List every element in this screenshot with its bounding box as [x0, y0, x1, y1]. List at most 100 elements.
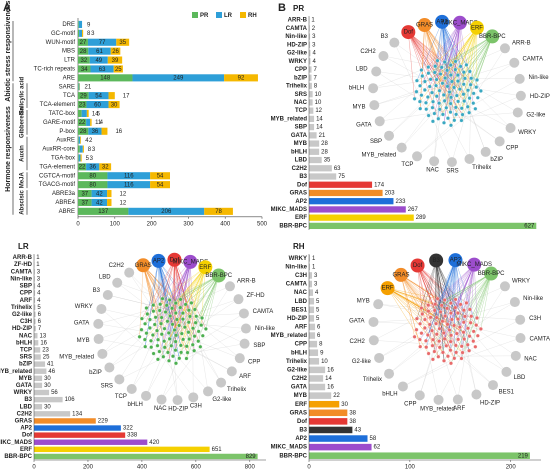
bar-label: G2-like — [287, 367, 308, 373]
edge — [464, 316, 521, 320]
edge — [408, 31, 440, 91]
value-label: 22 — [79, 120, 86, 126]
target-node — [151, 351, 156, 356]
tf-node — [509, 297, 520, 308]
tf-node-label: GATA — [356, 123, 371, 129]
tf-node-label: WRKY — [512, 278, 530, 284]
target-node — [434, 83, 438, 88]
target-node — [441, 93, 446, 97]
bar-segment — [87, 38, 117, 46]
bar-segment — [78, 145, 80, 153]
edge — [424, 24, 429, 68]
tf-node — [369, 100, 380, 111]
target-node — [442, 298, 447, 302]
tf-node-label: B3 — [381, 34, 389, 40]
target-node — [449, 123, 453, 128]
bar — [309, 332, 316, 339]
target-node — [462, 314, 467, 319]
edge — [180, 286, 231, 308]
value-label: 28 — [321, 149, 328, 155]
target-node — [182, 325, 187, 330]
bar-label: WRKY — [289, 256, 307, 262]
tf-node-label: Nin-like — [529, 75, 550, 81]
value-label: 54 — [157, 174, 164, 180]
tf-node-label: AP2 — [450, 258, 462, 264]
value-label: 2 — [312, 26, 316, 32]
bar — [34, 304, 36, 310]
edge — [417, 265, 423, 314]
target-node — [144, 331, 149, 336]
value-label: 3 — [312, 42, 316, 48]
bar-label: ARR-B — [13, 255, 33, 261]
edge — [435, 260, 461, 328]
target-node — [474, 85, 479, 90]
target-node — [427, 322, 432, 327]
edge — [441, 21, 448, 87]
tf-node-label: LBD — [356, 66, 368, 72]
target-node — [475, 77, 479, 82]
value-label: 8 — [88, 147, 92, 153]
edge — [161, 363, 177, 400]
value-label: 338 — [127, 433, 138, 439]
tf-node-label: C2H2 — [360, 49, 376, 55]
value-label: 6 — [317, 333, 321, 339]
category-label: WUN-motif — [46, 40, 76, 46]
target-node — [458, 64, 463, 69]
value-label: 5 — [86, 156, 90, 162]
target-node — [145, 312, 150, 316]
value-label: 7 — [38, 326, 42, 332]
target-node — [471, 339, 476, 344]
target-node — [156, 337, 160, 342]
tf-node — [487, 380, 498, 391]
tf-node-label: HD-ZIP — [480, 400, 500, 406]
subgroup-label: Abscisic — [20, 189, 26, 214]
tf-node-label: NAC — [154, 406, 167, 412]
value-label: 12 — [119, 200, 126, 206]
target-node — [426, 65, 431, 70]
value-label: 37 — [81, 200, 88, 206]
tf-node-label: MIKC_MADS — [442, 20, 478, 26]
x-tick-label: 400 — [137, 465, 148, 471]
target-node — [446, 116, 450, 121]
target-node — [469, 76, 474, 81]
edge — [441, 21, 461, 90]
bar-label: LBD — [20, 404, 33, 410]
target-node — [466, 326, 470, 331]
bar — [309, 82, 312, 90]
target-node — [425, 333, 430, 337]
target-node — [475, 333, 480, 338]
target-node — [437, 88, 442, 93]
tf-node — [410, 258, 425, 273]
target-node — [462, 337, 467, 342]
tf-node — [435, 14, 450, 29]
tf-node — [396, 142, 407, 153]
target-node — [449, 317, 454, 322]
bar-segment — [78, 127, 89, 135]
edge — [107, 294, 183, 314]
value-label: 63 — [334, 166, 341, 172]
edge — [425, 102, 453, 163]
tf-node — [485, 29, 500, 44]
bar-segment — [78, 198, 92, 207]
tf-node — [211, 268, 226, 283]
category-label: TCA — [63, 93, 75, 99]
edge — [159, 259, 175, 311]
bar-segment — [78, 47, 89, 55]
edge — [439, 36, 493, 110]
bar-label: ARR-B — [288, 18, 308, 24]
x-tick-label: 200 — [147, 221, 158, 227]
target-node — [438, 310, 443, 314]
target-node — [160, 296, 165, 301]
target-node — [414, 316, 419, 321]
bar-segment — [78, 136, 79, 144]
legend-label: RH — [248, 13, 257, 19]
bar — [309, 289, 314, 296]
edge — [474, 264, 478, 318]
target-node — [448, 73, 453, 77]
tf-node — [203, 386, 214, 397]
bar-segment — [78, 74, 133, 82]
bar-label: LBD — [295, 299, 308, 305]
target-node — [446, 354, 450, 359]
tf-node-label: MYB_related — [420, 406, 455, 412]
bar-label: Dof — [22, 433, 33, 439]
